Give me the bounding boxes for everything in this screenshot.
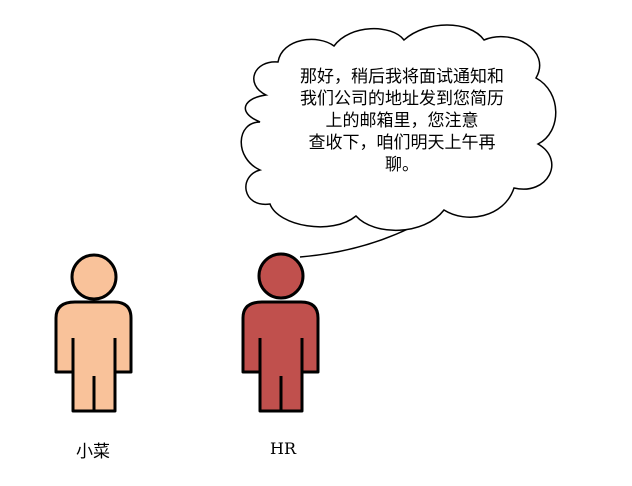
speech-line: 我们公司的地址发到您简历	[300, 89, 504, 109]
speech-bubble-text: 那好，稍后我将面试通知和 我们公司的地址发到您简历 上的邮箱里，您注意 查收下，…	[266, 66, 538, 176]
person-label-xiaocai: 小菜	[76, 442, 110, 462]
speech-bubble-tail	[299, 227, 411, 258]
speech-line: 那好，稍后我将面试通知和	[300, 67, 504, 87]
speech-bubble-cloud	[240, 24, 557, 232]
person-label-hr: HR	[270, 439, 296, 458]
person-hr-icon	[241, 252, 320, 413]
speech-line: 上的邮箱里，您注意	[325, 111, 479, 131]
speech-line: 查收下，咱们明天上午再	[308, 133, 496, 153]
person-xiaocai-icon	[54, 253, 133, 413]
speech-line: 聊。	[385, 155, 419, 175]
